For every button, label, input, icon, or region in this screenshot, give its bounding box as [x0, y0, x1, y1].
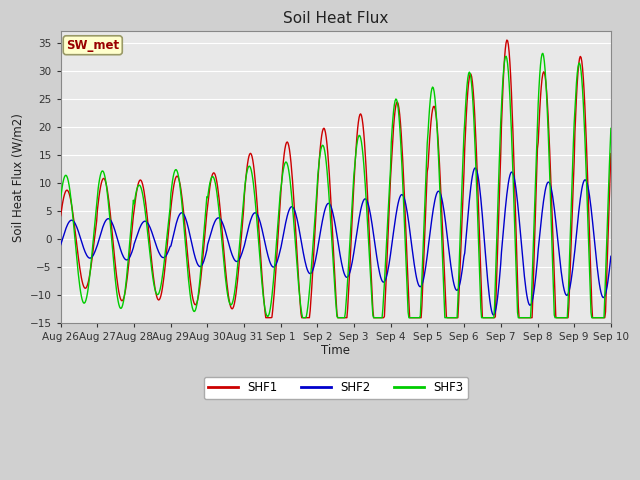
Y-axis label: Soil Heat Flux (W/m2): Soil Heat Flux (W/m2) — [11, 113, 24, 242]
Title: Soil Heat Flux: Soil Heat Flux — [283, 11, 388, 26]
X-axis label: Time: Time — [321, 344, 350, 357]
Legend: SHF1, SHF2, SHF3: SHF1, SHF2, SHF3 — [204, 377, 468, 399]
Text: SW_met: SW_met — [66, 39, 119, 52]
